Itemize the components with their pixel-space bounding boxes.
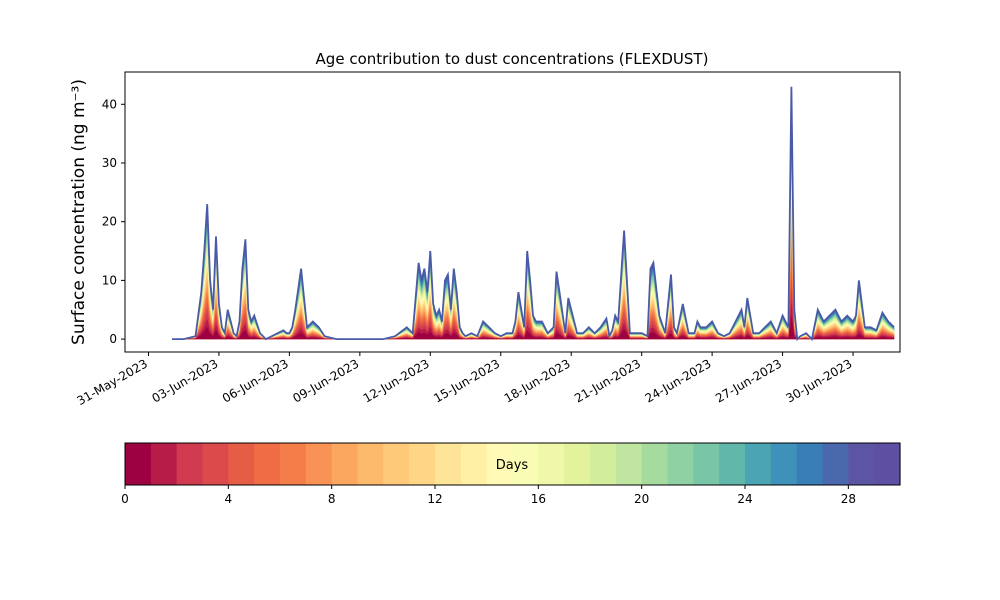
x-axis: 31-May-2023 03-Jun-2023 06-Jun-2023 09-Jun-… <box>75 352 855 408</box>
colorbar-swatch <box>667 443 694 485</box>
x-tick-label: 06-Jun-2023 <box>220 356 291 405</box>
colorbar-swatch <box>460 443 488 485</box>
x-tick-label: 24-Jun-2023 <box>643 356 714 405</box>
colorbar-swatch <box>125 443 152 485</box>
colorbar-swatch <box>796 443 824 485</box>
colorbar-tick-label: 24 <box>737 492 752 506</box>
age-band-29-to-30-days <box>172 86 895 340</box>
colorbar-tick-label: 0 <box>121 492 129 506</box>
total-concentration-line <box>172 86 895 342</box>
colorbar-tick-label: 20 <box>634 492 649 506</box>
colorbar-frame <box>124 442 901 486</box>
colorbar-swatch <box>357 443 384 485</box>
x-tick-label: 30-Jun-2023 <box>784 356 855 405</box>
colorbar-swatch <box>305 443 333 485</box>
colorbar-swatch <box>615 443 643 485</box>
age-band-25-to-26-days <box>172 110 895 340</box>
y-axis: 0 10 20 30 40 <box>102 97 125 346</box>
colorbar-swatch <box>486 443 514 485</box>
y-tick-label: 20 <box>102 215 117 229</box>
chart-title: Age contribution to dust concentrations … <box>316 50 709 68</box>
y-axis-label: Surface concentration (ng m⁻³) <box>69 79 89 345</box>
colorbar-swatch <box>435 443 462 485</box>
colorbar-swatch <box>512 443 539 485</box>
colorbar-swatch <box>176 443 204 485</box>
x-tick-label: 09-Jun-2023 <box>290 356 361 405</box>
colorbar-swatch <box>564 443 591 485</box>
colorbar-swatch <box>745 443 772 485</box>
stacked-age-areas <box>172 86 895 340</box>
x-tick-label: 03-Jun-2023 <box>149 356 220 405</box>
colorbar-label: Days <box>496 458 529 473</box>
colorbar <box>125 443 901 485</box>
colorbar-swatch <box>202 443 229 485</box>
colorbar-swatch <box>254 443 281 485</box>
age-band-0-to-1-days <box>172 315 895 340</box>
colorbar-swatch <box>693 443 720 485</box>
y-tick-label: 0 <box>109 332 117 346</box>
colorbar-swatch <box>280 443 307 485</box>
colorbar-tick-label: 8 <box>328 492 336 506</box>
x-tick-label: 27-Jun-2023 <box>713 356 784 405</box>
colorbar-tick-label: 16 <box>531 492 546 506</box>
colorbar-swatch <box>409 443 436 485</box>
colorbar-swatch <box>770 443 798 485</box>
colorbar-swatch <box>331 443 359 485</box>
colorbar-swatch <box>228 443 255 485</box>
colorbar-axis: 0 4 8 12 16 20 24 28 <box>121 485 856 506</box>
colorbar-tick-label: 28 <box>841 492 856 506</box>
colorbar-tick-label: 12 <box>427 492 442 506</box>
colorbar-tick-label: 4 <box>225 492 233 506</box>
colorbar-swatch <box>874 443 901 485</box>
x-tick-label: 12-Jun-2023 <box>361 356 432 405</box>
y-tick-label: 10 <box>102 273 117 287</box>
colorbar-swatch <box>719 443 746 485</box>
x-tick-label: 15-Jun-2023 <box>431 356 502 405</box>
age-band-27-to-28-days <box>172 98 895 340</box>
x-tick-label: 31-May-2023 <box>75 356 150 408</box>
colorbar-swatch <box>383 443 410 485</box>
x-tick-label: 21-Jun-2023 <box>572 356 643 405</box>
total-line <box>172 86 895 342</box>
y-tick-label: 30 <box>102 156 117 170</box>
colorbar-swatch <box>822 443 849 485</box>
colorbar-swatch <box>641 443 669 485</box>
y-tick-label: 40 <box>102 97 117 111</box>
colorbar-swatch <box>538 443 565 485</box>
plot-frame <box>124 71 901 353</box>
age-band-26-to-27-days <box>172 104 895 340</box>
age-band-28-to-29-days <box>172 92 895 340</box>
colorbar-swatch <box>848 443 875 485</box>
x-tick-label: 18-Jun-2023 <box>502 356 573 405</box>
colorbar-swatch <box>590 443 617 485</box>
colorbar-swatch <box>150 443 178 485</box>
